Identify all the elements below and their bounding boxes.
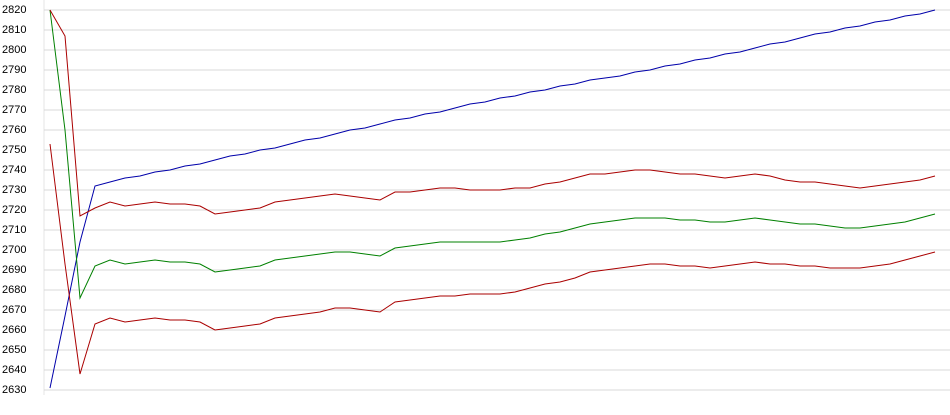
series-line xyxy=(49,143,936,375)
series-line xyxy=(49,9,936,300)
y-tick-label: 2680 xyxy=(2,284,26,296)
y-tick-label: 2640 xyxy=(2,364,26,376)
y-tick-label: 2730 xyxy=(2,184,26,196)
y-tick-label: 2810 xyxy=(2,24,26,36)
y-tick-label: 2740 xyxy=(2,164,26,176)
y-tick-label: 2750 xyxy=(2,144,26,156)
y-tick-label: 2720 xyxy=(2,204,26,216)
y-tick-label: 2790 xyxy=(2,64,26,76)
y-tick-label: 2650 xyxy=(2,344,26,356)
series-line xyxy=(49,9,936,217)
y-tick-label: 2660 xyxy=(2,324,26,336)
series-line xyxy=(49,9,936,389)
y-tick-label: 2770 xyxy=(2,104,26,116)
y-tick-label: 2800 xyxy=(2,44,26,56)
y-tick-label: 2760 xyxy=(2,124,26,136)
y-tick-label: 2700 xyxy=(2,244,26,256)
y-tick-label: 2630 xyxy=(2,384,26,396)
y-tick-label: 2710 xyxy=(2,224,26,236)
y-tick-label: 2690 xyxy=(2,264,26,276)
y-tick-label: 2670 xyxy=(2,304,26,316)
y-tick-label: 2780 xyxy=(2,84,26,96)
y-tick-label: 2820 xyxy=(2,4,26,16)
